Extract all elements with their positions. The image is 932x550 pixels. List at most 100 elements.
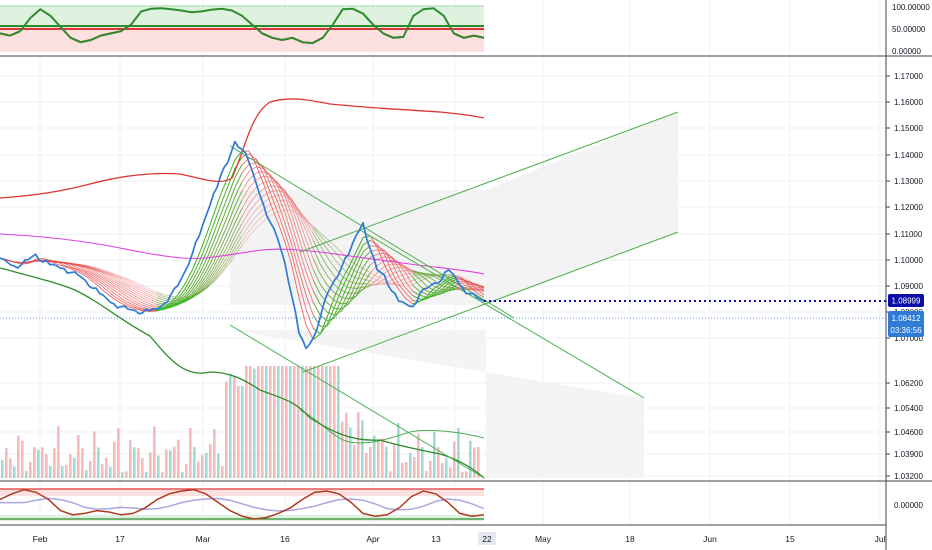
- volume-bar: [89, 461, 92, 478]
- time-axis[interactable]: Feb 17 Mar 16 Apr 13 22 May 18 Jun 15 Jul: [33, 532, 886, 545]
- volume-bar: [421, 446, 424, 478]
- ribbon-line: [0, 209, 485, 298]
- volume-bar: [297, 366, 300, 478]
- ribbon-line-green: [312, 233, 371, 285]
- volume-bar: [473, 447, 476, 478]
- ribbon-line-green: [312, 239, 371, 289]
- volume-bar: [1, 460, 4, 478]
- volume-bar: [369, 447, 372, 478]
- volume-bar: [357, 412, 360, 478]
- volume-bar: [429, 460, 432, 478]
- descending-channel-ext: [359, 229, 645, 399]
- volume-bar: [9, 458, 12, 478]
- volume-bar: [361, 420, 364, 478]
- ribbon-line-green: [156, 216, 243, 306]
- time-axis-label: Feb: [33, 534, 48, 544]
- volume-bar: [337, 366, 340, 478]
- volume-bar: [177, 439, 180, 478]
- price-axis-label: 1.12000: [894, 203, 923, 212]
- price-line: [0, 140, 485, 350]
- volume-bar: [85, 470, 88, 478]
- volume-bar: [73, 457, 76, 478]
- volume-bar: [225, 381, 228, 478]
- ribbon-line-green: [312, 227, 371, 278]
- volume-bar: [469, 440, 472, 478]
- volume-bar: [249, 366, 252, 478]
- time-axis-label: 18: [625, 534, 635, 544]
- price-axis-label: 1.16000: [894, 98, 923, 107]
- volume-bar: [145, 472, 148, 478]
- last-price-label: 1.08412: [892, 314, 921, 323]
- volume-bar: [21, 440, 24, 478]
- volume-bar: [125, 471, 128, 478]
- volume-bar: [133, 447, 136, 478]
- volume-bar: [137, 447, 140, 478]
- volume-bar: [457, 427, 460, 478]
- volume-bar: [277, 366, 280, 478]
- time-axis-label: 15: [785, 534, 795, 544]
- volume-bar: [365, 452, 368, 478]
- volume-bar: [253, 368, 256, 478]
- volume-bar: [325, 366, 328, 478]
- volume-bar: [381, 438, 384, 478]
- volume-bar: [309, 366, 312, 478]
- lower-envelope: [0, 267, 485, 479]
- time-axis-label: 22: [482, 534, 492, 544]
- ribbon-line-green: [312, 248, 371, 294]
- forecast-region-lower: [230, 330, 644, 478]
- volume-bars: [1, 366, 480, 478]
- volume-bar: [109, 466, 112, 478]
- descending-channel-top: [229, 145, 515, 319]
- volume-bar: [293, 366, 296, 478]
- volume-bar: [245, 366, 248, 478]
- oscillator-axis: 100.00000 50.00000 0.00000 0.00000: [892, 3, 930, 510]
- volume-bar: [333, 366, 336, 478]
- volume-bar: [113, 441, 116, 478]
- volume-bar: [173, 446, 176, 478]
- ma-ribbon: [0, 150, 485, 341]
- volume-bar: [165, 449, 168, 478]
- ribbon-line-green: [156, 235, 243, 302]
- volume-bar: [121, 472, 124, 478]
- price-axis-label: 1.11000: [894, 230, 923, 239]
- volume-bar: [329, 366, 332, 478]
- price-axis-label: 1.03200: [894, 472, 923, 481]
- volume-bar: [265, 366, 268, 478]
- marked-level-tag: 1.08999: [888, 294, 924, 307]
- upper-oscillator-line: [0, 7, 485, 45]
- ribbon-line: [0, 194, 485, 303]
- volume-bar: [189, 427, 192, 478]
- ribbon-line-green: [312, 245, 371, 327]
- oscillator-axis-label: 50.00000: [892, 25, 926, 34]
- price-axis-label: 1.13000: [894, 177, 923, 186]
- ribbon-line: [0, 199, 485, 302]
- volume-bar: [401, 462, 404, 478]
- price-axis[interactable]: 1.17000 1.16000 1.15000 1.14000 1.13000 1.120…: [886, 72, 923, 481]
- ribbon-line-green: [312, 264, 371, 310]
- volume-bar: [261, 366, 264, 478]
- volume-bar: [313, 366, 316, 478]
- time-axis-label: Jun: [703, 534, 717, 544]
- volume-bar: [181, 472, 184, 478]
- volume-bar: [129, 440, 132, 478]
- volume-bar: [93, 431, 96, 478]
- volume-bar: [417, 433, 420, 478]
- volume-bar: [197, 461, 200, 478]
- volume-bar: [169, 450, 172, 478]
- ribbon-line-green: [312, 226, 371, 273]
- volume-bar: [161, 472, 164, 478]
- price-axis-label: 1.10000: [894, 256, 923, 265]
- volume-bar: [241, 385, 244, 478]
- volume-bar: [33, 447, 36, 478]
- ribbon-line-green: [312, 251, 371, 322]
- ribbon-line-green: [412, 274, 456, 285]
- volume-bar: [445, 458, 448, 478]
- upper-envelope: [0, 98, 485, 199]
- volume-bar: [153, 426, 156, 478]
- volume-bar: [65, 464, 68, 478]
- ribbon-line-green: [156, 240, 243, 300]
- current-date-marker: [478, 532, 496, 545]
- magenta-ma: [0, 233, 485, 275]
- ribbon-line-green: [412, 270, 456, 289]
